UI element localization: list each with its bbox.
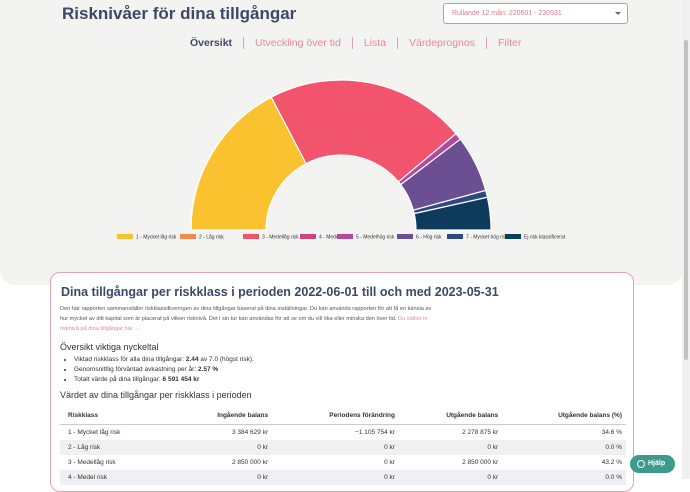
legend-label: 4 - Medel risk	[319, 234, 350, 240]
legend-label: 6 - Hög risk	[416, 234, 442, 240]
table-cell: 0 kr	[170, 440, 273, 455]
table-cell: 0 kr	[170, 470, 273, 485]
table-row: 1 - Mycket låg risk 3 384 629 kr −1 105 75…	[60, 425, 626, 441]
table-row: 3 - Medellåg risk 2 850 000 kr 0 kr 2 850 0…	[60, 455, 626, 470]
key-figure: Genomsnittlig förväntad avkastning per å…	[74, 365, 624, 375]
key-suffix: av 7.0 (högst risk).	[200, 356, 254, 363]
legend-swatch	[243, 234, 259, 239]
key-value: 2.44	[185, 356, 199, 363]
table-cell: 0 kr	[398, 440, 503, 455]
table-cell: 0.0 %	[502, 470, 626, 485]
page: Risknivåer för dina tillgångar Rullande …	[0, 0, 690, 479]
key-figures: Viktad riskklass för alla dina tillgånga…	[60, 355, 624, 385]
key-figure: Totalt värde på dina tillgångar: 6 591 4…	[74, 375, 624, 385]
legend-swatch	[337, 234, 353, 239]
table-title: Värdet av dina tillgångar per riskklass …	[60, 390, 252, 400]
tabs: Översikt Utveckling över tid Lista Värdepro…	[190, 37, 532, 49]
header-cell: Utgående balans (%)	[502, 408, 626, 425]
card-title: Dina tillgångar per riskklass i perioden…	[61, 285, 499, 299]
legend-label: 1 - Mycket låg risk	[136, 233, 177, 240]
table-cell: 34.6 %	[601, 429, 622, 436]
header-cell: Periodens förändring	[272, 408, 399, 425]
key-label: Totalt värde på dina tillgångar:	[74, 376, 161, 383]
report-card: Dina tillgångar per riskklass i perioden…	[50, 272, 634, 492]
table-row: 2 - Låg risk 0 kr 0 kr 0 kr 0.0 %	[60, 440, 626, 455]
legend-label: 5 - Medelhög risk	[356, 234, 395, 240]
table: Riskklass Ingående balans Periodens föränd…	[60, 408, 626, 485]
table-cell: 0 kr	[272, 470, 399, 485]
help-button[interactable]: Hjälp	[630, 455, 675, 473]
table-cell: 2 850 000 kr	[231, 459, 269, 466]
table-cell: 0.0 %	[502, 440, 626, 455]
key-figure: Viktad riskklass för alla dina tillgånga…	[74, 355, 624, 365]
table-cell: −1 105 754 kr	[355, 429, 395, 436]
table-body: 1 - Mycket låg risk 3 384 629 kr −1 105 75…	[60, 425, 626, 485]
legend-swatch	[300, 234, 316, 239]
table-cell: 0 kr	[398, 470, 503, 485]
tab[interactable]: Översikt	[190, 37, 233, 49]
tab[interactable]: Värdeprognos	[397, 37, 486, 49]
table-cell: 43.2 %	[601, 459, 622, 466]
period-select[interactable]: Rullande 12 mån: 220601 - 230531	[443, 3, 628, 24]
key-value: 6 591 454 kr	[162, 376, 200, 383]
key-title: Översikt viktiga nyckeltal	[60, 342, 159, 352]
header-cell: Ingående balans	[170, 408, 273, 425]
legend-swatch	[447, 234, 463, 239]
table-cell: 2 850 000 kr	[462, 459, 499, 466]
table-cell: 2 278 875 kr	[462, 429, 499, 436]
table-cell: 0 kr	[272, 440, 399, 455]
table-cell: 3 - Medellåg risk	[68, 459, 116, 466]
legend-swatch	[117, 234, 133, 239]
tab[interactable]: Filter	[485, 37, 532, 49]
chart: 1 - Mycket låg risk 2 - Låg risk 3 - Medel…	[117, 79, 566, 240]
pie-segment	[413, 196, 492, 231]
intro-link[interactable]: Du ställer in risknivå på dina tillgånga…	[60, 316, 428, 332]
key-label: Viktad riskklass för alla dina tillgånga…	[74, 356, 185, 363]
key-value: 2.57 %	[197, 366, 219, 373]
table-cell: 0 kr	[384, 459, 395, 466]
legend-swatch	[180, 234, 196, 239]
page-title: Risknivåer för dina tillgångar	[62, 4, 297, 23]
intro: Den här rapporten sammanställer riskklas…	[60, 304, 432, 334]
intro-text: Den här rapporten sammanställer riskklas…	[60, 306, 432, 322]
key-label: Genomsnittlig förväntad avkastning per å…	[74, 366, 197, 373]
table-row: 4 - Medel risk 0 kr 0 kr 0 kr 0.0 %	[60, 470, 626, 485]
table-cell: 4 - Medel risk	[60, 470, 171, 485]
legend-label: Ej risk klassificerat	[524, 234, 566, 240]
legend-label: 2 - Låg risk	[199, 233, 224, 240]
tab[interactable]: Lista	[351, 37, 397, 49]
pie-segment	[270, 79, 457, 183]
header-cell: Riskklass	[60, 408, 171, 425]
legend-swatch	[397, 234, 413, 239]
table-cell: 1 - Mycket låg risk	[68, 429, 121, 436]
legend-label: 3 - Medellåg risk	[262, 233, 299, 240]
tab[interactable]: Utveckling över tid	[243, 37, 352, 49]
table-cell: 3 384 629 kr	[231, 429, 269, 436]
legend-label: 7 - Mycket hög risk	[466, 234, 508, 240]
header-cell: Utgående balans	[398, 408, 503, 425]
scrollbar[interactable]	[682, 0, 690, 479]
scroll-thumb[interactable]	[684, 40, 688, 360]
table-cell: 2 - Låg risk	[60, 440, 171, 455]
legend-swatch	[505, 234, 521, 239]
header-row: Riskklass Ingående balans Periodens föränd…	[60, 408, 626, 425]
